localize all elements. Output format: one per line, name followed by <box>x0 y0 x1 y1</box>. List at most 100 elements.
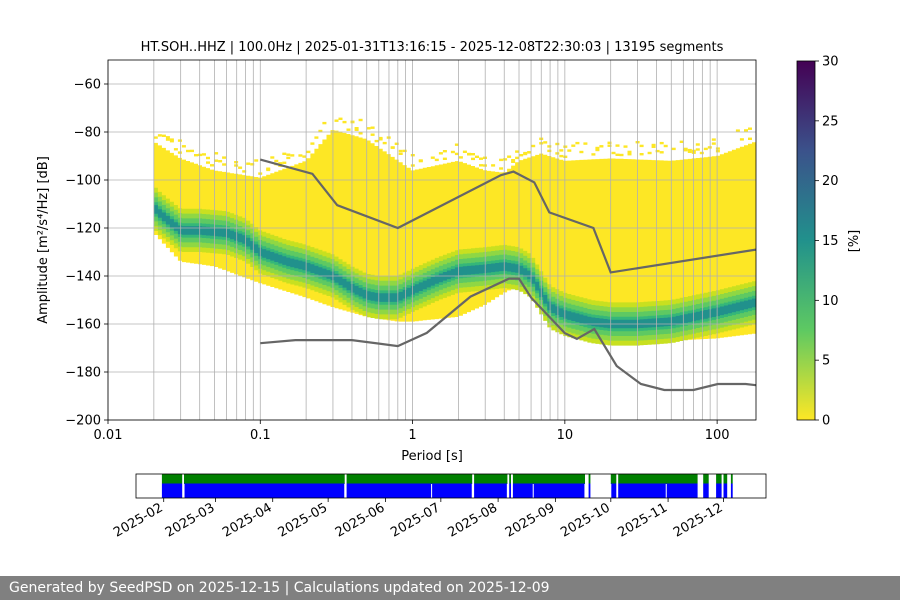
psd-sparse-cell <box>567 149 572 152</box>
psd-sparse-cell <box>358 118 363 122</box>
psd-sparse-cell <box>579 150 584 154</box>
psd-sparse-cell <box>282 161 287 164</box>
psd-sparse-cell <box>475 155 479 158</box>
psd-sparse-cell <box>161 134 166 137</box>
availability-bars <box>161 474 733 498</box>
psd-sparse-cell <box>338 117 343 120</box>
psd-sparse-cell <box>515 150 520 153</box>
date-tick-label: 2025-12 <box>671 500 726 540</box>
psd-sparse-cell <box>354 128 359 131</box>
y-axis-label: Amplitude [m²/s⁴/Hz] [dB] <box>36 156 51 324</box>
psd-envelope <box>153 130 756 344</box>
psd-sparse-cell <box>358 132 363 135</box>
psd-sparse-cell <box>181 145 186 148</box>
psd-sparse-cell <box>394 142 399 145</box>
noise-model-curves <box>260 158 756 392</box>
psd-sparse-cell <box>607 144 612 147</box>
chart-title: HT.SOH..HHZ | 100.0Hz | 2025-01-31T13:16… <box>141 40 724 55</box>
psd-sparse-cell <box>663 144 668 148</box>
availability-data-bar <box>610 483 617 498</box>
psd-sparse-cell <box>454 143 459 146</box>
availability-gap-bar <box>588 474 591 484</box>
psd-sparse-cell <box>563 145 568 148</box>
psd-sparse-cell <box>703 147 708 151</box>
psd-sparse-cell <box>679 140 684 143</box>
availability-frame <box>135 473 767 499</box>
psd-sparse-cell <box>165 136 170 139</box>
x-tick-label: 0.01 <box>94 428 123 443</box>
psd-sparse-cell <box>206 161 210 164</box>
availability-gap-bar <box>618 474 698 484</box>
psd-sparse-cell <box>671 147 676 151</box>
psd-sparse-cell <box>350 120 355 123</box>
psd-sparse-cell <box>735 129 740 132</box>
psd-density-field <box>153 117 756 346</box>
psd-sparse-cell <box>177 151 182 154</box>
availability-data-bar <box>723 483 728 498</box>
availability-data-bar <box>512 483 585 498</box>
colorbar-ticks: 0 5 10 15 20 25 30 <box>815 55 839 429</box>
colorbar-label: [%] <box>847 230 862 253</box>
colorbar-tick-label: 15 <box>822 234 839 249</box>
psd-sparse-cell <box>382 141 387 145</box>
psd-sparse-cell <box>157 134 162 137</box>
psd-sparse-cell <box>699 151 704 155</box>
psd-sparse-cell <box>366 127 371 130</box>
availability-gap-bar <box>161 474 183 484</box>
psd-sparse-cell <box>238 166 243 169</box>
colorbar-tick-label: 30 <box>822 55 839 70</box>
psd-sparse-cell <box>173 148 178 151</box>
y-axis-ticks: −200 −180 −160 −140 −120 −100 −80 −60 <box>65 78 108 429</box>
psd-sparse-cell <box>519 154 524 157</box>
psd-sparse-cell <box>595 146 600 150</box>
psd-sparse-cell <box>153 136 158 139</box>
psd-sparse-cell <box>619 153 624 157</box>
psd-sparse-cell <box>254 159 259 162</box>
psd-sparse-cell <box>491 164 496 167</box>
psd-sparse-cell <box>454 152 459 156</box>
psd-sparse-cell <box>687 150 692 153</box>
availability-data-bar <box>161 483 183 498</box>
availability-data-bar <box>474 483 508 498</box>
y-tick-label: −120 <box>65 222 101 237</box>
psd-sparse-cell <box>234 161 239 164</box>
psd-sparse-cell <box>627 153 632 156</box>
psd-sparse-cell <box>647 151 652 155</box>
psd-sparse-cell <box>531 144 536 148</box>
psd-sparse-cell <box>390 146 395 149</box>
psd-sparse-cell <box>695 148 700 151</box>
psd-density-band <box>153 205 756 329</box>
psd-sparse-cell <box>523 151 528 155</box>
psd-sparse-cell <box>571 144 576 147</box>
psd-sparse-cell <box>450 150 455 154</box>
psd-sparse-cell <box>563 155 568 158</box>
date-tick-label: 2025-08 <box>446 500 501 540</box>
nhnm-curve <box>260 158 756 274</box>
psd-sparse-cell <box>298 154 303 157</box>
psd-sparse-cell <box>607 141 612 144</box>
psd-sparse-cell <box>218 160 223 163</box>
psd-sparse-cell <box>274 159 279 163</box>
psd-sparse-cell <box>370 133 375 136</box>
psd-sparse-cell <box>695 143 700 146</box>
psd-sparse-cell <box>659 141 664 145</box>
x-tick-label: 1 <box>408 428 416 443</box>
psd-sparse-cell <box>214 152 219 155</box>
availability-gap-bar <box>610 474 617 484</box>
psd-sparse-cell <box>206 156 210 160</box>
availability-data-bar <box>618 483 698 498</box>
psd-sparse-cell <box>583 142 588 145</box>
psd-sparse-cell <box>202 153 206 156</box>
colorbar-tick-label: 0 <box>822 414 830 429</box>
colorbar-tick-label: 10 <box>822 294 839 309</box>
psd-sparse-cell <box>543 141 548 144</box>
y-tick-label: −100 <box>65 174 101 189</box>
date-tick-label: 2025-06 <box>333 500 388 540</box>
psd-sparse-cell <box>659 151 664 154</box>
colorbar-tick-label: 5 <box>822 354 830 369</box>
date-tick-label: 2025-04 <box>220 500 275 540</box>
date-tick-label: 2025-11 <box>616 500 671 540</box>
psd-sparse-cell <box>687 148 692 152</box>
nlnm-curve <box>260 277 756 392</box>
